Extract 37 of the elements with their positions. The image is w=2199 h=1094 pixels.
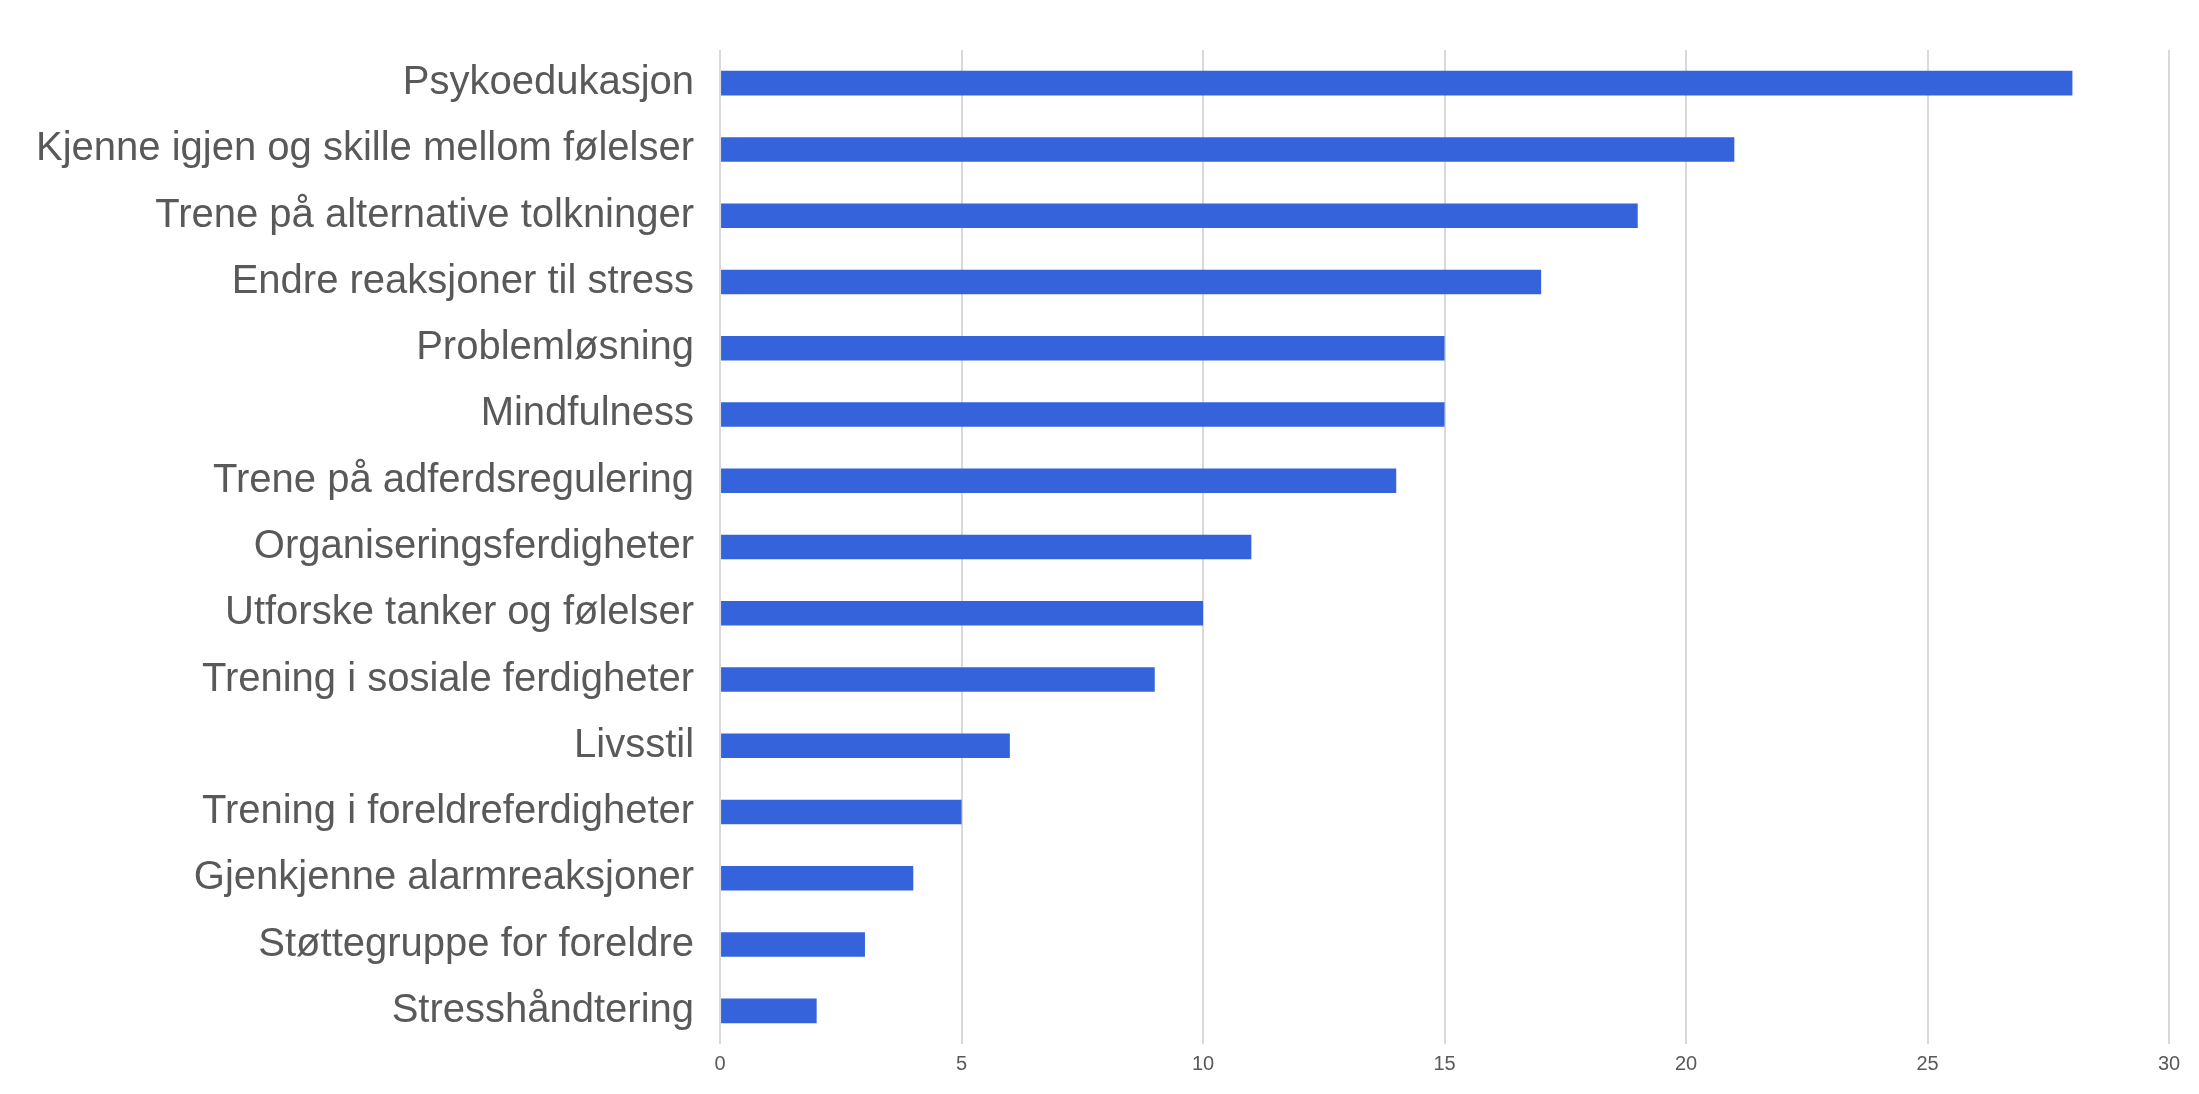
bar (721, 468, 1397, 493)
bar (721, 70, 2073, 96)
y-tick-label: Gjenkjenne alarmreaksjoner (193, 853, 695, 898)
y-tick-label: Organiseringsferdigheter (253, 522, 695, 567)
bar (721, 402, 1445, 427)
x-tick-label: 30 (2157, 1051, 2181, 1074)
x-tick-label: 25 (1916, 1051, 1939, 1074)
bar (721, 601, 1204, 626)
bar (721, 799, 962, 825)
y-tick-label: Støttegruppe for foreldre (258, 919, 695, 964)
bar (721, 998, 817, 1024)
y-tick-label: Livsstil (574, 720, 695, 765)
y-tick-label: Trening i sosiale ferdigheter (201, 654, 695, 699)
bar (721, 137, 1735, 162)
bar (721, 534, 1252, 560)
y-tick-label: Problemløsning (416, 323, 695, 368)
bar (721, 269, 1542, 295)
bar (721, 667, 1155, 692)
y-tick-label: Utforske tanker og følelser (225, 588, 695, 633)
x-tick-label: 5 (955, 1051, 968, 1074)
y-tick-label: Stresshåndtering (391, 985, 695, 1030)
x-tick-label: 20 (1674, 1051, 1698, 1074)
bar (721, 335, 1445, 361)
y-tick-label: Endre reaksjoner til stress (231, 256, 695, 301)
y-tick-label: Trene på adferdsregulering (213, 455, 695, 500)
bar (721, 866, 914, 891)
bar (721, 203, 1638, 228)
x-tick-label: 10 (1191, 1051, 1215, 1074)
bar (721, 932, 865, 957)
y-tick-label: Kjenne igjen og skille mellom følelser (35, 124, 695, 169)
x-tick-label: 15 (1433, 1051, 1456, 1074)
y-tick-label: Trene på alternative tolkninger (155, 190, 695, 235)
y-tick-label: Trening i foreldreferdigheter (201, 787, 695, 832)
y-tick-label: Psykoedukasjon (402, 58, 695, 103)
y-tick-label: Mindfulness (480, 389, 695, 434)
x-tick-label: 0 (714, 1051, 726, 1074)
bar (721, 733, 1010, 759)
